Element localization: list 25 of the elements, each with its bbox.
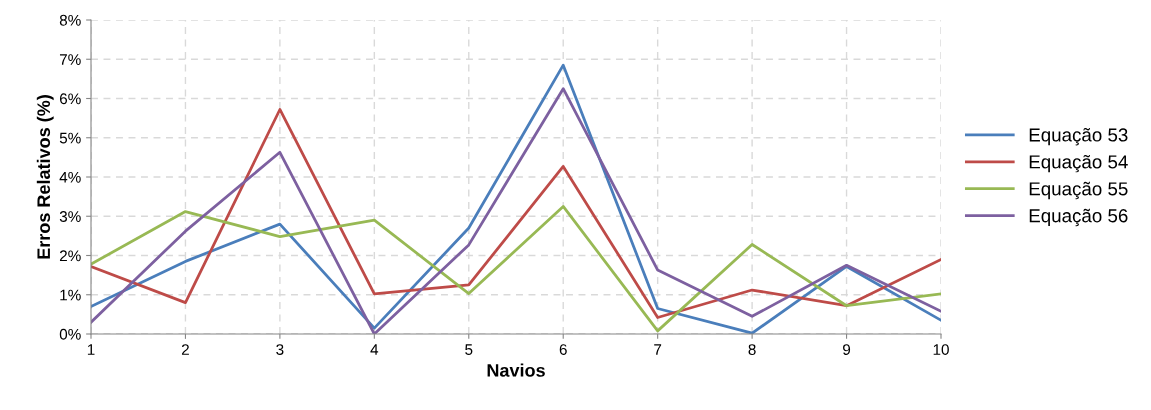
legend-label: Equação 53: [1029, 127, 1128, 146]
x-tick-label: 3: [276, 344, 284, 355]
y-tick-label: 3%: [59, 211, 81, 222]
y-tick-label: 5%: [59, 132, 81, 144]
x-tick-label: 4: [370, 344, 379, 355]
x-tick-label: 1: [87, 344, 95, 355]
y-axis-title: Erros Relativos (%): [36, 95, 54, 259]
y-tick-label: 2%: [59, 250, 81, 262]
y-tick-label: 1%: [60, 289, 81, 301]
x-axis-title: Navios: [487, 363, 545, 377]
y-tick-label: 7%: [59, 54, 81, 65]
legend-label: Equação 55: [1029, 181, 1128, 200]
x-tick-label: 9: [843, 344, 851, 355]
y-tick-label: 8%: [59, 14, 81, 26]
y-tick-label: 4%: [59, 171, 81, 183]
x-tick-label: 2: [181, 344, 189, 355]
x-tick-label: 5: [465, 344, 473, 355]
x-tick-label: 7: [654, 344, 662, 355]
legend-label: Equação 56: [1029, 208, 1128, 227]
y-tick-label: 0%: [59, 328, 81, 340]
x-tick-label: 8: [748, 344, 756, 355]
y-tick-label: 6%: [59, 93, 81, 105]
legend-label: Equação 54: [1029, 154, 1128, 173]
x-tick-label: 10: [933, 344, 949, 355]
x-tick-label: 6: [559, 344, 567, 355]
